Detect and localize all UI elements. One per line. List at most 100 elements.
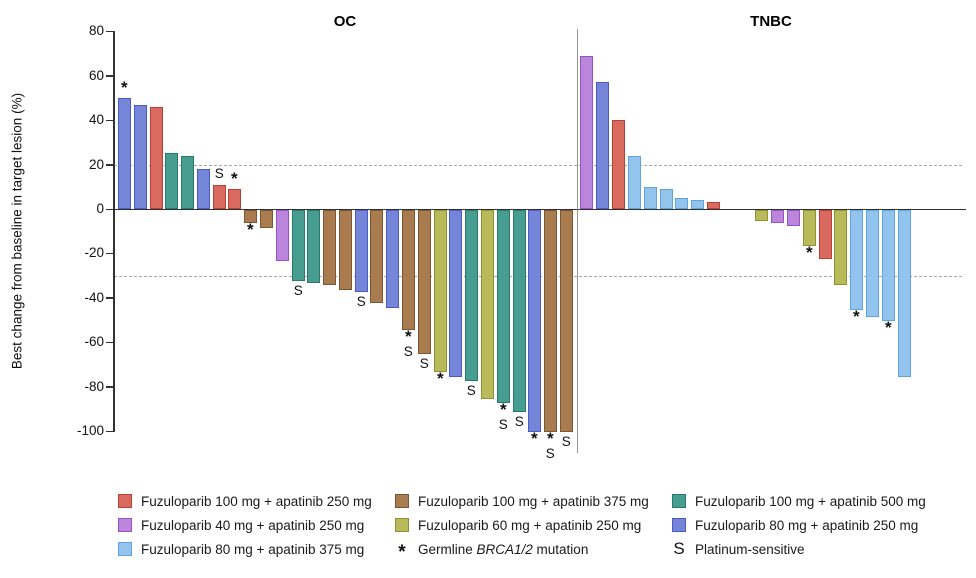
reference-line-20	[114, 165, 962, 166]
legend-item: Fuzuloparib 100 mg + apatinib 500 mg	[672, 491, 926, 511]
brca-mutation-marker: *	[246, 220, 254, 239]
bar-oc-23	[465, 210, 478, 381]
bar-oc-21	[434, 210, 447, 372]
legend-item: Fuzuloparib 80 mg + apatinib 250 mg	[672, 515, 918, 535]
y-tick-label-0: 0	[96, 201, 104, 216]
legend-swatch	[118, 542, 132, 556]
bar-oc-7	[213, 185, 226, 209]
y-tick-label-60: 60	[88, 67, 104, 83]
bar-oc-22	[449, 210, 462, 377]
panel-title-oc: OC	[333, 13, 357, 30]
y-tick-40	[106, 119, 113, 122]
platinum-sensitive-marker: S	[356, 294, 366, 309]
legend-label: Platinum-sensitive	[695, 541, 805, 557]
bar-oc-10	[260, 210, 273, 228]
bar-tnbc-3	[612, 120, 625, 209]
y-axis-label: Best change from baseline in target lesi…	[9, 92, 25, 370]
brca-mutation-marker: *	[852, 307, 860, 326]
bar-oc-15	[339, 210, 352, 290]
platinum-sensitive-marker: S	[545, 446, 555, 461]
bar-oc-11	[276, 210, 289, 261]
bar-tnbc-6	[660, 189, 673, 209]
bar-tnbc-7	[675, 198, 688, 209]
y-tick-80	[106, 30, 113, 33]
y-tick-label--40: -40	[84, 289, 104, 305]
y-axis-line	[113, 31, 115, 432]
bar-oc-16	[355, 210, 368, 292]
bar-oc-12	[292, 210, 305, 281]
legend-item: Fuzuloparib 100 mg + apatinib 250 mg	[118, 491, 372, 511]
bar-oc-3	[150, 107, 163, 209]
bar-oc-17	[370, 210, 383, 303]
bar-tnbc-20	[882, 210, 895, 321]
bar-tnbc-13	[771, 210, 784, 223]
bar-tnbc-21	[898, 210, 911, 377]
bar-oc-13	[307, 210, 320, 283]
panel-divider	[576, 29, 578, 453]
platinum-sensitive-marker: S	[498, 417, 508, 432]
y-tick-label--80: -80	[84, 378, 104, 394]
y-tick-label-80: 80	[88, 23, 104, 39]
platinum-sensitive-marker: S	[466, 383, 476, 398]
platinum-sensitive-marker: S	[673, 539, 685, 558]
platinum-sensitive-marker: S	[419, 356, 429, 371]
legend-item: Fuzuloparib 100 mg + apatinib 375 mg	[395, 491, 649, 511]
brca-mutation-marker: *	[546, 429, 554, 448]
legend-swatch	[672, 494, 686, 508]
platinum-sensitive-marker: S	[561, 434, 571, 449]
legend-swatch	[118, 494, 132, 508]
brca-mutation-marker: *	[499, 400, 507, 419]
bar-oc-2	[134, 105, 147, 209]
y-tick-label--100: -100	[76, 423, 104, 438]
legend-label: Fuzuloparib 80 mg + apatinib 375 mg	[141, 541, 365, 557]
brca-mutation-marker: *	[120, 78, 128, 97]
legend-swatch	[395, 518, 409, 532]
bar-tnbc-15	[803, 210, 816, 246]
bar-oc-28	[544, 210, 557, 432]
bar-oc-27	[528, 210, 541, 432]
bar-tnbc-2	[596, 82, 609, 209]
legend-item: Fuzuloparib 40 mg + apatinib 250 mg	[118, 515, 364, 535]
legend-label: Fuzuloparib 40 mg + apatinib 250 mg	[141, 517, 365, 533]
platinum-sensitive-marker: S	[403, 344, 413, 359]
y-tick-label--20: -20	[84, 245, 104, 261]
legend-label: Fuzuloparib 100 mg + apatinib 250 mg	[141, 493, 372, 509]
legend-swatch	[395, 494, 409, 508]
bar-oc-26	[513, 210, 526, 412]
bar-tnbc-16	[819, 210, 832, 259]
bar-tnbc-12	[755, 210, 768, 221]
bar-tnbc-5	[644, 187, 657, 209]
bar-oc-19	[402, 210, 415, 330]
platinum-sensitive-marker: S	[214, 166, 224, 181]
legend-swatch	[672, 518, 686, 532]
legend-item: S Platinum-sensitive	[672, 539, 805, 559]
y-tick--100	[106, 430, 113, 432]
brca-mutation-marker: *	[805, 243, 813, 262]
brca-mutation-marker: *	[884, 318, 892, 337]
legend-item: Fuzuloparib 60 mg + apatinib 250 mg	[395, 515, 641, 535]
y-tick--60	[106, 341, 113, 344]
bar-tnbc-17	[834, 210, 847, 285]
y-tick-label--60: -60	[84, 334, 104, 350]
y-axis-label-wrap: Best change from baseline in target lesi…	[6, 31, 28, 431]
x-axis-line	[113, 208, 966, 210]
bar-oc-1	[118, 98, 131, 209]
brca-mutation-marker: *	[530, 429, 538, 448]
bar-tnbc-19	[866, 210, 879, 317]
y-tick--40	[106, 297, 113, 299]
legend-item: Fuzuloparib 80 mg + apatinib 375 mg	[118, 539, 364, 559]
y-tick-0	[106, 208, 113, 210]
bar-oc-18	[386, 210, 399, 308]
y-tick--80	[106, 386, 113, 388]
brca-mutation-marker: *	[230, 169, 238, 188]
platinum-sensitive-marker: S	[514, 414, 524, 429]
legend-swatch	[118, 518, 132, 532]
legend-label: Fuzuloparib 100 mg + apatinib 375 mg	[418, 493, 649, 509]
bar-oc-25	[497, 210, 510, 403]
bar-oc-8	[228, 189, 241, 209]
bar-oc-5	[181, 156, 194, 209]
bar-oc-24	[481, 210, 494, 399]
y-tick-label-40: 40	[88, 112, 104, 128]
brca-mutation-marker: *	[398, 542, 406, 563]
bar-tnbc-4	[628, 156, 641, 209]
